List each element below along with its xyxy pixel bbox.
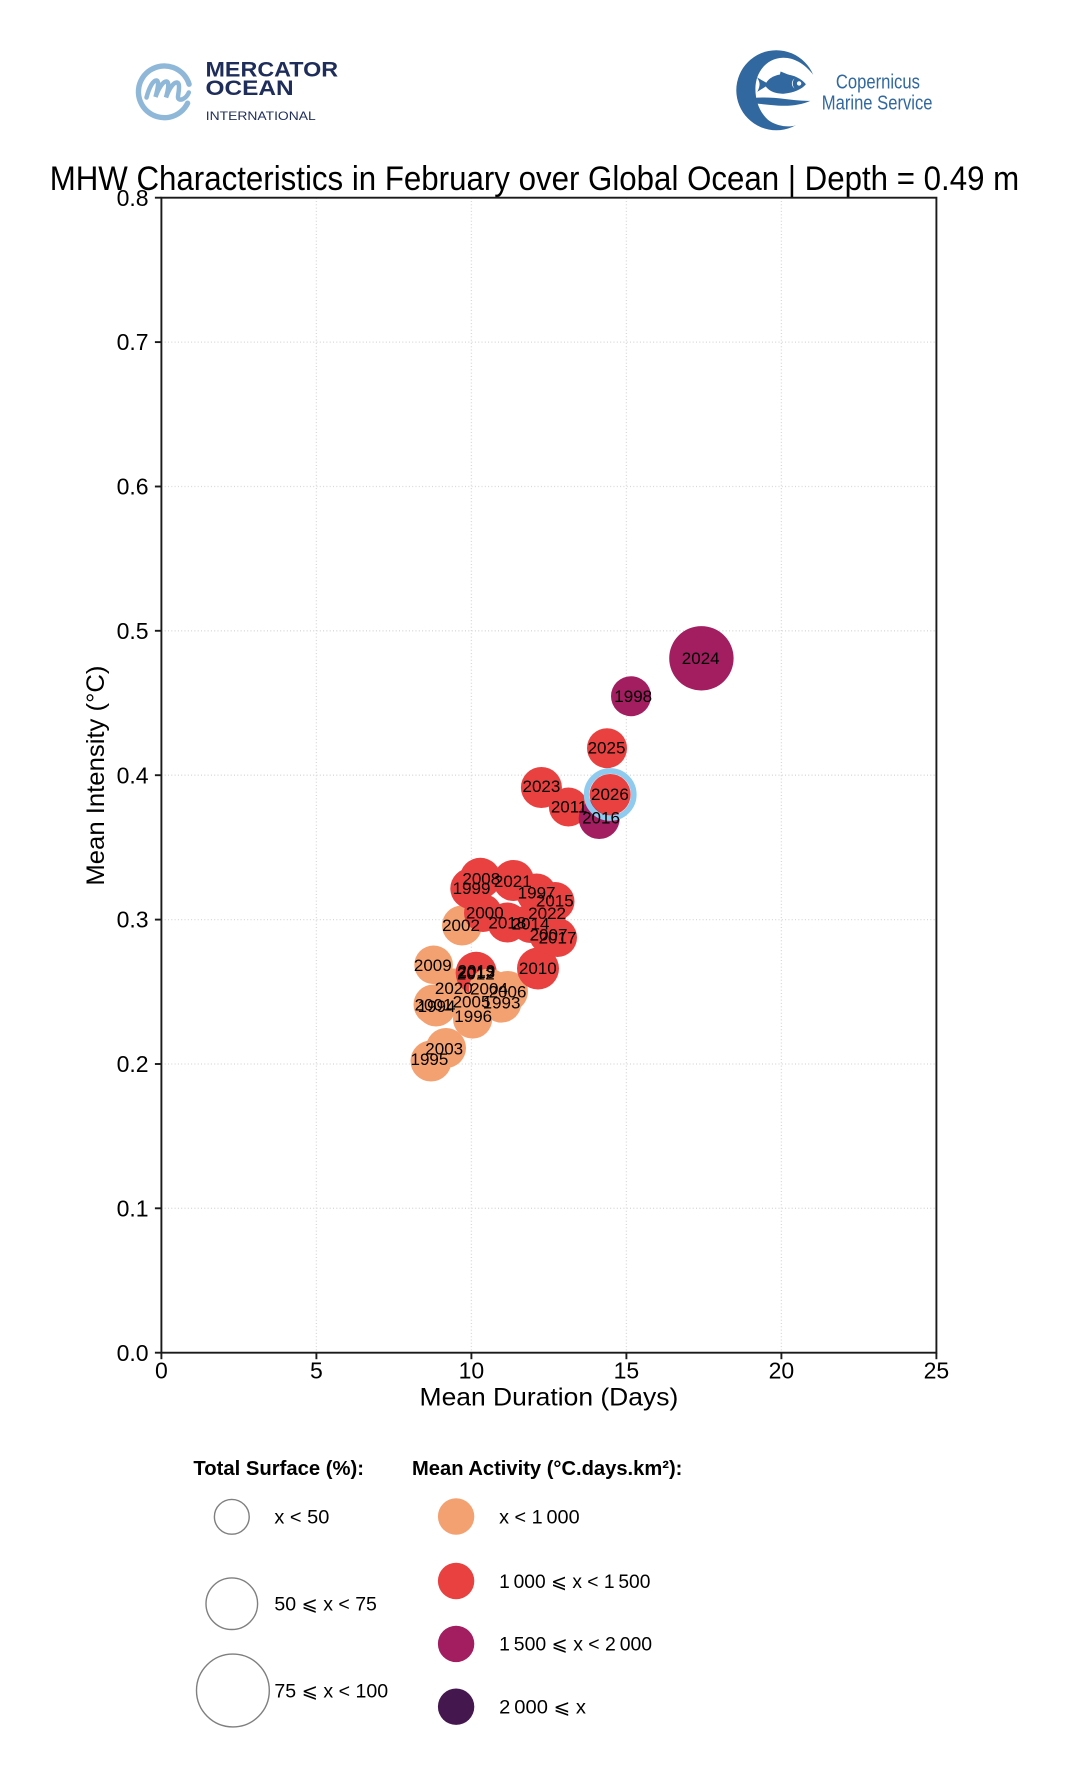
svg-text:75 ⩽ x < 100: 75 ⩽ x < 100 xyxy=(274,1680,388,1702)
svg-text:2020: 2020 xyxy=(435,979,473,998)
svg-text:2005: 2005 xyxy=(453,992,491,1011)
svg-text:2025: 2025 xyxy=(588,739,626,758)
svg-text:2012: 2012 xyxy=(457,965,495,984)
svg-text:2001: 2001 xyxy=(415,995,453,1014)
svg-text:25: 25 xyxy=(924,1358,950,1384)
svg-text:0.5: 0.5 xyxy=(117,618,149,644)
svg-text:2026: 2026 xyxy=(591,785,629,804)
svg-text:2016: 2016 xyxy=(582,809,620,828)
svg-text:2 000 ⩽ x: 2 000 ⩽ x xyxy=(499,1697,586,1719)
svg-text:2002: 2002 xyxy=(442,916,480,935)
svg-text:50 ⩽ x < 75: 50 ⩽ x < 75 xyxy=(274,1594,377,1616)
svg-text:2019: 2019 xyxy=(457,962,495,981)
svg-text:15: 15 xyxy=(614,1358,640,1384)
svg-text:2010: 2010 xyxy=(519,959,557,978)
svg-text:MHW Characteristics in Februar: MHW Characteristics in February over Glo… xyxy=(50,160,1020,198)
svg-text:0.1: 0.1 xyxy=(117,1195,149,1221)
svg-text:Mean Duration (Days): Mean Duration (Days) xyxy=(420,1383,679,1411)
svg-text:1994: 1994 xyxy=(418,997,456,1016)
svg-text:1999: 1999 xyxy=(453,879,491,898)
svg-text:x < 50: x < 50 xyxy=(274,1507,329,1529)
svg-text:OCEAN: OCEAN xyxy=(206,76,294,100)
svg-text:MERCATOR: MERCATOR xyxy=(206,58,339,82)
svg-text:1996: 1996 xyxy=(454,1007,492,1026)
svg-text:0.7: 0.7 xyxy=(117,329,149,355)
svg-text:5: 5 xyxy=(310,1358,323,1384)
svg-text:2013: 2013 xyxy=(457,963,495,982)
svg-text:2023: 2023 xyxy=(522,777,560,796)
svg-text:0.4: 0.4 xyxy=(117,762,149,788)
svg-text:1 500 ⩽ x < 2 000: 1 500 ⩽ x < 2 000 xyxy=(499,1634,652,1656)
svg-text:2004: 2004 xyxy=(470,979,508,998)
svg-text:2021: 2021 xyxy=(494,872,532,891)
svg-text:2003: 2003 xyxy=(425,1039,463,1058)
svg-text:1993: 1993 xyxy=(483,994,521,1013)
svg-text:0.3: 0.3 xyxy=(117,907,149,933)
svg-text:Copernicus: Copernicus xyxy=(836,70,920,93)
svg-text:0.0: 0.0 xyxy=(117,1340,149,1366)
svg-text:2018: 2018 xyxy=(488,913,526,932)
svg-text:INTERNATIONAL: INTERNATIONAL xyxy=(206,111,317,123)
svg-text:2011: 2011 xyxy=(551,797,588,816)
svg-text:2015: 2015 xyxy=(536,891,574,910)
svg-text:Mean Activity (°C.days.km²):: Mean Activity (°C.days.km²): xyxy=(412,1458,682,1480)
svg-text:2017: 2017 xyxy=(539,928,577,947)
svg-text:20: 20 xyxy=(769,1358,795,1384)
svg-text:2000: 2000 xyxy=(466,903,504,922)
svg-text:2022: 2022 xyxy=(528,904,566,923)
svg-text:x < 1 000: x < 1 000 xyxy=(499,1506,580,1528)
svg-text:2008: 2008 xyxy=(462,870,500,889)
svg-text:Total Surface (%):: Total Surface (%): xyxy=(193,1458,364,1480)
svg-text:0.8: 0.8 xyxy=(117,185,149,211)
svg-text:0: 0 xyxy=(155,1358,168,1384)
svg-text:1998: 1998 xyxy=(614,687,652,706)
svg-text:1995: 1995 xyxy=(410,1050,448,1069)
svg-text:2007: 2007 xyxy=(530,925,568,944)
svg-text:0.6: 0.6 xyxy=(117,474,149,500)
svg-text:2006: 2006 xyxy=(489,982,527,1001)
svg-text:1997: 1997 xyxy=(518,884,556,903)
svg-text:Marine Service: Marine Service xyxy=(822,91,933,114)
svg-text:10: 10 xyxy=(459,1358,485,1384)
svg-text:0.2: 0.2 xyxy=(117,1051,149,1077)
svg-text:2014: 2014 xyxy=(512,914,550,933)
svg-text:2009: 2009 xyxy=(414,956,452,975)
svg-text:1 000 ⩽ x < 1 500: 1 000 ⩽ x < 1 500 xyxy=(499,1571,650,1593)
svg-text:2024: 2024 xyxy=(682,649,720,668)
svg-text:Mean Intensity (°C): Mean Intensity (°C) xyxy=(82,666,110,886)
